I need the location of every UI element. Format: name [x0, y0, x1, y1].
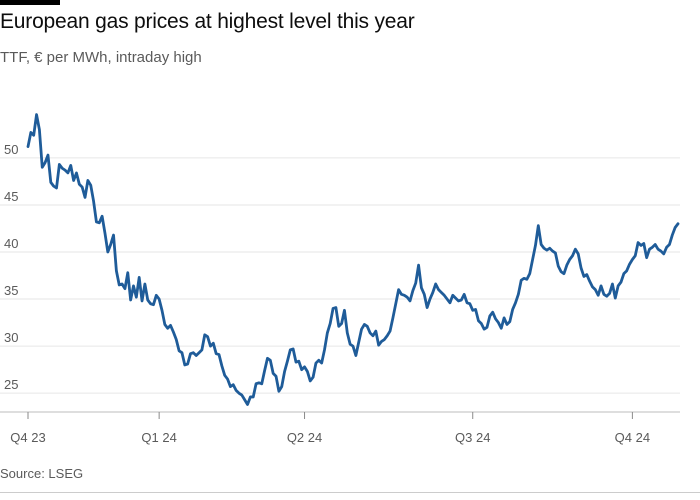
- chart-title: European gas prices at highest level thi…: [0, 10, 415, 33]
- x-tick-label: Q3 24: [455, 430, 490, 445]
- x-tick-label: Q2 24: [287, 430, 322, 445]
- y-tick-label: 40: [4, 236, 18, 251]
- x-tick-label: Q4 24: [615, 430, 650, 445]
- y-tick-label: 30: [4, 330, 18, 345]
- x-tick-label: Q1 24: [141, 430, 176, 445]
- y-tick-label: 45: [4, 189, 18, 204]
- bottom-divider: [0, 492, 700, 493]
- x-tick-label: Q4 23: [10, 430, 45, 445]
- brand-accent-bar: [0, 0, 60, 5]
- y-tick-label: 35: [4, 283, 18, 298]
- source-note: Source: LSEG: [0, 466, 84, 481]
- chart-subtitle: TTF, € per MWh, intraday high: [0, 49, 202, 66]
- y-tick-label: 50: [4, 142, 18, 157]
- series-line: [26, 113, 680, 406]
- y-tick-label: 25: [4, 377, 18, 392]
